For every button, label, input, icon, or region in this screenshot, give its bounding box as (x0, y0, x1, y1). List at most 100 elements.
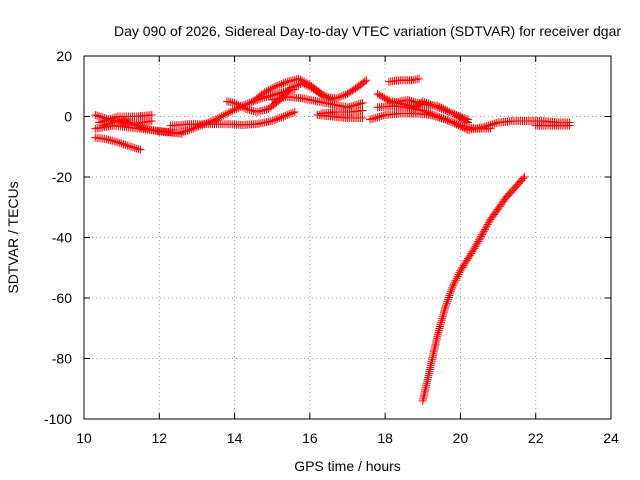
data-point-marker (119, 116, 128, 125)
data-point-marker (277, 113, 286, 122)
data-point-marker (448, 281, 457, 290)
data-point-marker (455, 268, 464, 277)
data-point-marker (292, 75, 301, 84)
data-point-marker (481, 223, 490, 232)
x-tick-label: 24 (603, 430, 619, 446)
y-tick-label: -80 (52, 351, 72, 367)
data-point-marker (450, 110, 459, 119)
data-point-marker (104, 119, 113, 128)
data-point-marker (485, 217, 494, 226)
data-point-marker (470, 244, 479, 253)
data-point-marker (121, 117, 130, 126)
data-point-marker (403, 101, 412, 110)
data-point-marker (111, 137, 120, 146)
data-point-marker (479, 227, 488, 236)
x-tick-label: 20 (453, 430, 469, 446)
data-point-marker (477, 232, 486, 241)
data-point-marker (436, 320, 445, 329)
data-point-marker (296, 75, 305, 84)
data-point-marker (488, 120, 497, 129)
data-point-marker (228, 106, 237, 115)
data-point-marker (442, 299, 451, 308)
data-point-marker (200, 120, 209, 129)
data-point-marker (127, 119, 136, 128)
data-point-marker (189, 124, 198, 133)
data-point-marker (358, 114, 367, 123)
data-point-marker (332, 94, 341, 103)
data-point-marker (337, 92, 346, 101)
data-point-marker (100, 120, 109, 129)
data-point-marker (371, 113, 380, 122)
data-point-marker (356, 99, 365, 108)
data-point-marker (452, 111, 461, 120)
data-point-marker (447, 117, 456, 126)
data-point-marker (191, 123, 200, 132)
data-point-marker (283, 77, 292, 86)
data-point-marker (288, 108, 297, 117)
data-point-marker (283, 110, 292, 119)
data-point-marker (462, 117, 471, 126)
data-point-marker (181, 127, 190, 136)
data-point-marker (435, 104, 444, 113)
data-point-marker (115, 138, 124, 147)
data-point-marker (447, 108, 456, 117)
data-point-marker (360, 77, 369, 86)
data-point-marker (375, 112, 384, 121)
data-point-marker (102, 120, 111, 129)
data-point-marker (232, 99, 241, 108)
y-tick-label: -20 (52, 169, 72, 185)
y-axis-label: SDTVAR / TECUs (5, 181, 21, 293)
data-point-marker (194, 122, 203, 131)
data-point-marker (202, 119, 211, 128)
data-point-marker (420, 107, 429, 116)
data-point-marker (319, 90, 328, 99)
data-point-marker (458, 263, 467, 272)
data-point-marker (288, 83, 297, 92)
data-point-marker (177, 128, 186, 137)
data-point-marker (93, 111, 102, 120)
data-point-marker (439, 310, 448, 319)
data-point-marker (128, 120, 137, 129)
series-prn-q (384, 74, 424, 86)
data-point-marker (440, 305, 449, 314)
data-point-marker (441, 115, 450, 124)
data-point-marker (437, 318, 446, 327)
data-point-marker (256, 106, 265, 115)
data-point-marker (455, 113, 464, 122)
data-point-marker (519, 174, 528, 183)
data-point-marker (482, 121, 491, 130)
data-point-marker (209, 116, 218, 125)
x-tick-label: 16 (302, 430, 318, 446)
data-point-marker (449, 280, 458, 289)
data-point-marker (446, 289, 455, 298)
data-point-marker (375, 90, 384, 99)
data-point-marker (450, 278, 459, 287)
data-point-marker (117, 139, 126, 148)
data-point-marker (437, 114, 446, 123)
series-prn-l (317, 106, 367, 118)
data-point-marker (366, 115, 375, 124)
data-point-marker (98, 121, 107, 130)
data-point-marker (111, 117, 120, 126)
data-point-marker (175, 128, 184, 137)
data-point-marker (245, 98, 254, 107)
data-point-marker (465, 252, 474, 261)
plot-frame (83, 55, 612, 420)
data-point-marker (438, 312, 447, 321)
data-point-marker (243, 105, 252, 114)
data-point-marker (204, 118, 213, 127)
data-point-marker (473, 239, 482, 248)
data-point-marker (247, 98, 256, 107)
series-prn-s (531, 121, 574, 130)
y-tick-label: -60 (52, 290, 72, 306)
data-point-marker (441, 106, 450, 115)
data-point-marker (271, 115, 280, 124)
data-point-marker (287, 76, 296, 85)
data-point-marker (238, 102, 247, 111)
tick-labels: 10 12 14 16 18 20 22 24 20 0 -20 -40 -60 -80 -100 (44, 48, 619, 446)
data-point-marker (463, 118, 472, 127)
data-point-marker (377, 112, 386, 121)
data-point-marker (128, 143, 137, 152)
data-point-marker (474, 237, 483, 246)
data-point-marker (443, 116, 452, 125)
